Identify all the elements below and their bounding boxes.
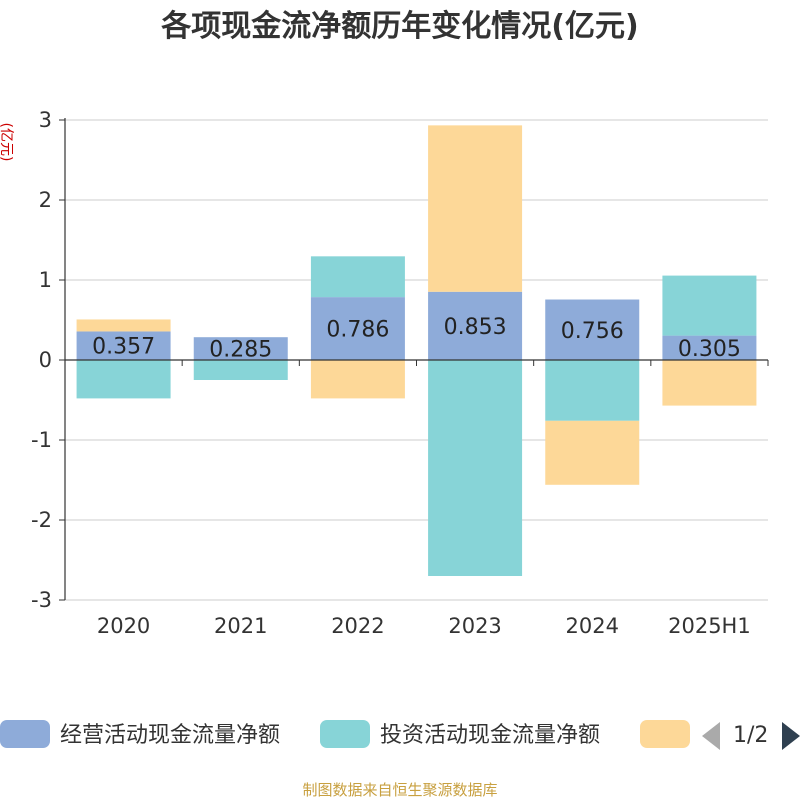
footer-source: 制图数据来自恒生聚源数据库: [302, 781, 497, 799]
chart-title: 各项现金流净额历年变化情况(亿元): [160, 9, 638, 44]
data-label: 0.853: [444, 315, 507, 340]
x-tick-label: 2022: [331, 614, 384, 638]
bar-s1-2021: [193, 360, 288, 380]
y-tick-label: -2: [31, 508, 52, 532]
y-tick-label: -1: [31, 428, 52, 452]
bar-s2-2023: [428, 125, 523, 292]
data-labels: 0.357 0.285 0.786 0.853 0.756 0.305: [92, 315, 741, 363]
legend-swatch-2[interactable]: [640, 720, 690, 748]
bar-s2-2025H1: [662, 360, 757, 406]
bar-s1-2022: [310, 256, 405, 298]
legend-label-0[interactable]: 经营活动现金流量净额: [60, 723, 280, 748]
bar-s1-2020: [76, 360, 171, 399]
x-tick-label: 2025H1: [668, 614, 751, 638]
bar-s0-2020: [76, 331, 171, 360]
bar-s0-2021: [193, 337, 288, 360]
y-tick-label: -3: [31, 588, 52, 612]
legend-swatch-1[interactable]: [320, 720, 370, 748]
bar-s0-2024: [545, 299, 640, 360]
data-label: 0.305: [678, 337, 741, 362]
bars: [76, 125, 757, 576]
bar-s2-2022: [310, 360, 405, 399]
data-label: 0.285: [209, 338, 272, 363]
bar-s0-2022: [310, 297, 405, 360]
x-tick-label: 2021: [214, 614, 267, 638]
next-page-icon[interactable]: [782, 722, 800, 750]
x-tick-label: 2024: [566, 614, 619, 638]
legend: 经营活动现金流量净额 投资活动现金流量净额 1/2: [0, 720, 800, 750]
page-indicator: 1/2: [733, 723, 768, 748]
bar-s1-2023: [428, 360, 523, 576]
data-label: 0.756: [561, 319, 624, 344]
y-tick-label: 3: [39, 108, 52, 132]
y-tick-label: 0: [39, 348, 52, 372]
legend-swatch-0[interactable]: [0, 720, 50, 748]
x-tick-label: 2023: [448, 614, 501, 638]
bar-s2-2020: [76, 319, 171, 332]
bar-s1-2024: [545, 360, 640, 421]
y-tick-label: 1: [39, 268, 52, 292]
y-tick-label: 2: [39, 188, 52, 212]
data-label: 0.357: [92, 335, 155, 360]
x-tick-label: 2020: [97, 614, 150, 638]
prev-page-icon[interactable]: [702, 722, 720, 750]
bar-s0-2023: [428, 291, 523, 360]
axes: -3 -2 -1 0 1 2 3 2020 2021 2022 2023 2024 2025H1: [31, 108, 769, 638]
data-label: 0.786: [326, 318, 389, 343]
bar-s0-2025H1: [662, 335, 757, 360]
bar-s2-2024: [545, 420, 640, 485]
y-axis-label: (亿元): [0, 123, 14, 162]
bar-s1-2025H1: [662, 275, 757, 336]
legend-label-1[interactable]: 投资活动现金流量净额: [380, 723, 600, 748]
